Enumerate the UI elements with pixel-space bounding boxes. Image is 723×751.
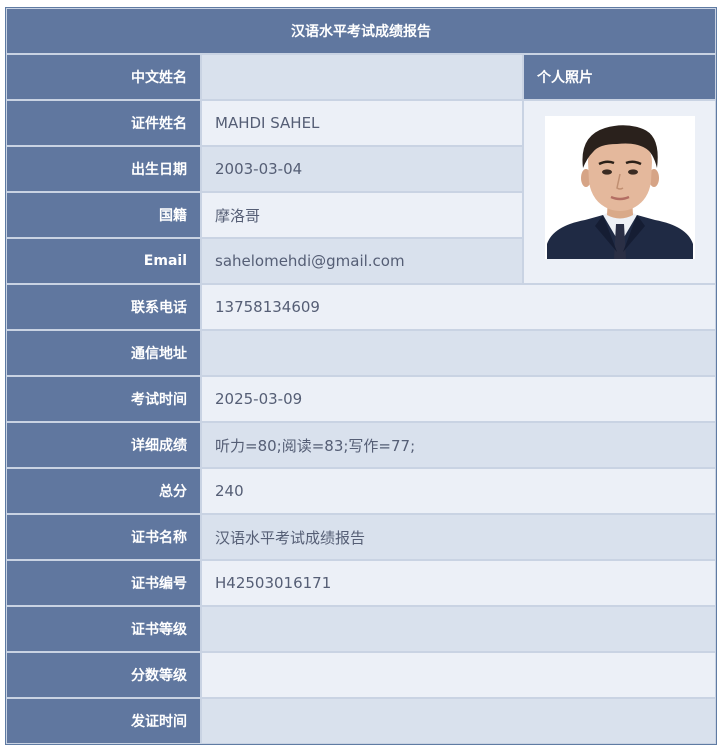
chinese-name-label: 中文姓名: [7, 55, 200, 99]
score-level-value: [202, 653, 715, 697]
email-value: sahelomehdi@gmail.com: [202, 239, 522, 283]
nationality-value: 摩洛哥: [202, 193, 522, 237]
certificate-number-value: H42503016171: [202, 561, 715, 605]
detailed-scores-value: 听力=80;阅读=83;写作=77;: [202, 423, 715, 467]
exam-date-value: 2025-03-09: [202, 377, 715, 421]
photo-header: 个人照片: [524, 55, 715, 99]
address-label: 通信地址: [7, 331, 200, 375]
total-score-label: 总分: [7, 469, 200, 513]
report-title: 汉语水平考试成绩报告: [7, 9, 715, 53]
certificate-name-label: 证书名称: [7, 515, 200, 559]
photo-cell: [524, 101, 715, 283]
applicant-photo: [544, 116, 695, 259]
phone-label: 联系电话: [7, 285, 200, 329]
exam-date-label: 考试时间: [7, 377, 200, 421]
chinese-name-value: [202, 55, 522, 99]
certificate-number-label: 证书编号: [7, 561, 200, 605]
issue-date-label: 发证时间: [7, 699, 200, 743]
score-level-label: 分数等级: [7, 653, 200, 697]
certificate-level-value: [202, 607, 715, 651]
id-name-value: MAHDI SAHEL: [202, 101, 522, 145]
nationality-label: 国籍: [7, 193, 200, 237]
email-label: Email: [7, 239, 200, 283]
birth-date-value: 2003-03-04: [202, 147, 522, 191]
address-value: [202, 331, 715, 375]
id-name-label: 证件姓名: [7, 101, 200, 145]
phone-value: 13758134609: [202, 285, 715, 329]
certificate-level-label: 证书等级: [7, 607, 200, 651]
detailed-scores-label: 详细成绩: [7, 423, 200, 467]
score-report-table: 汉语水平考试成绩报告 中文姓名 个人照片: [5, 7, 717, 745]
birth-date-label: 出生日期: [7, 147, 200, 191]
total-score-value: 240: [202, 469, 715, 513]
issue-date-value: [202, 699, 715, 743]
certificate-name-value: 汉语水平考试成绩报告: [202, 515, 715, 559]
